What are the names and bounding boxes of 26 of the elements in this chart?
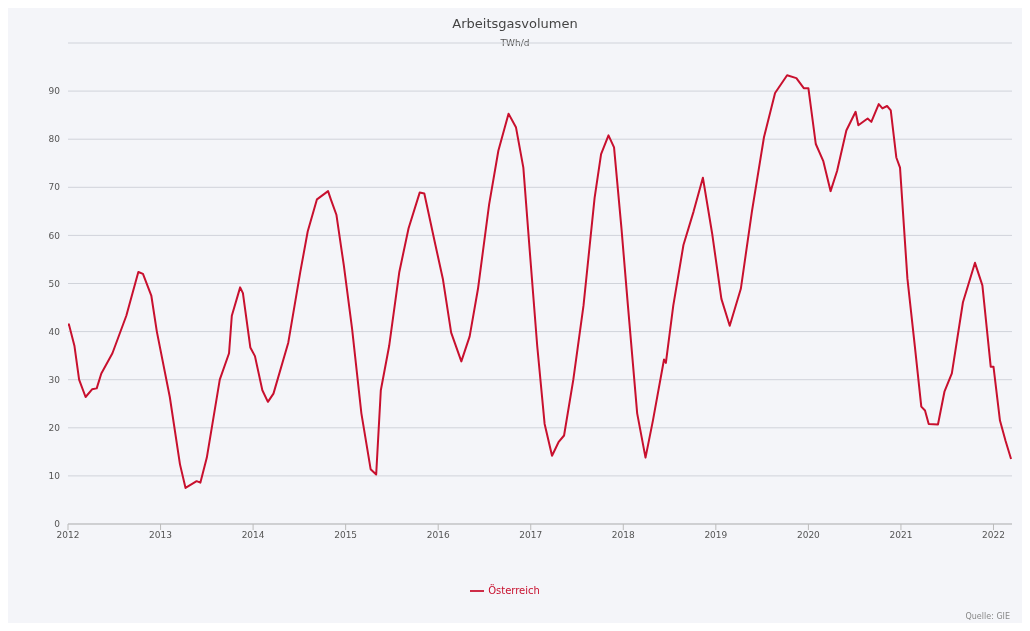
line-series bbox=[68, 74, 1012, 489]
x-tick-label: 2022 bbox=[982, 530, 1005, 541]
x-tick-label: 2020 bbox=[796, 530, 821, 541]
y-tick-label: 40 bbox=[48, 326, 61, 337]
x-tick-label: 2015 bbox=[334, 530, 358, 541]
y-tick-label: 30 bbox=[48, 374, 61, 385]
chart-title: Arbeitsgasvolumen bbox=[451, 16, 579, 31]
x-tick-label: 2017 bbox=[519, 530, 543, 541]
x-tick-label: 2018 bbox=[611, 530, 636, 541]
legend-label: Österreich bbox=[488, 585, 540, 596]
y-tick-label: 60 bbox=[48, 230, 61, 241]
x-tick-label: 2019 bbox=[704, 530, 728, 541]
x-tick-label: 2016 bbox=[426, 530, 450, 541]
y-tick-label: 20 bbox=[48, 422, 61, 433]
source-note: Quelle: GIE bbox=[965, 612, 1010, 621]
x-tick-label: 2013 bbox=[149, 530, 172, 541]
y-tick-label: 80 bbox=[48, 134, 61, 145]
x-tick-label: 2012 bbox=[56, 530, 80, 541]
y-tick-label: 90 bbox=[48, 86, 61, 97]
y-tick-label: 70 bbox=[48, 182, 61, 193]
chart-subtitle: TWh/d bbox=[499, 38, 531, 48]
x-tick-label: 2014 bbox=[241, 530, 265, 541]
y-tick-label: 50 bbox=[48, 278, 61, 289]
y-tick-label: 0 bbox=[54, 519, 61, 530]
y-tick-label: 10 bbox=[48, 471, 61, 482]
x-tick-label: 2021 bbox=[889, 530, 913, 541]
